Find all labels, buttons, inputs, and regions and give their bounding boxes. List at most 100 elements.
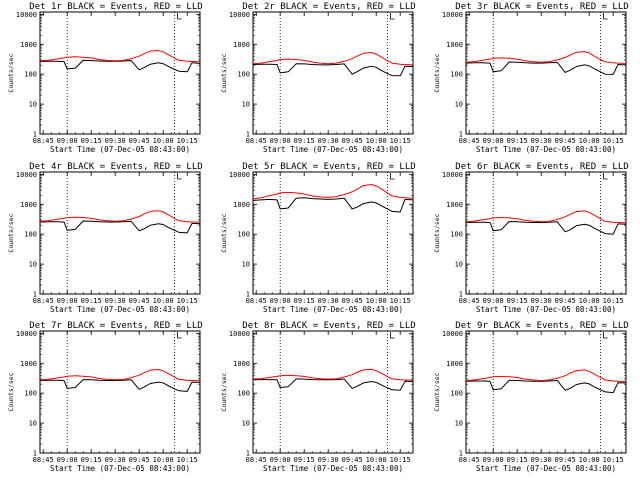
- x-tick-label: 09:15: [81, 456, 102, 464]
- marker-glyph: [603, 13, 608, 20]
- x-tick-label: 09:30: [531, 297, 552, 305]
- x-tick-label: 08:45: [33, 297, 54, 305]
- x-tick-label: 09:00: [483, 297, 504, 305]
- x-tick-label: 09:45: [342, 456, 363, 464]
- chart-title: Det 3r BLACK = Events, RED = LLD: [455, 2, 628, 12]
- y-tick-label: 100: [237, 71, 250, 79]
- lld-series-line: [465, 51, 627, 64]
- y-tick-label: 10: [242, 261, 250, 269]
- x-tick-label: 08:45: [459, 456, 480, 464]
- x-tick-label: 09:30: [318, 297, 339, 305]
- x-tick-label: 09:00: [483, 137, 504, 145]
- x-tick-label: 10:00: [153, 456, 174, 464]
- y-tick-label: 1000: [233, 41, 250, 49]
- x-axis-label: Start Time (07-Dec-05 08:43:00): [263, 145, 403, 154]
- chart-panel: Det 4r BLACK = Events, RED = LLD 1 10 100 10…: [7, 162, 203, 314]
- y-tick-label: 1: [33, 291, 37, 299]
- x-axis-label: Start Time (07-Dec-05 08:43:00): [263, 464, 403, 473]
- y-tick-label: 1: [459, 131, 463, 139]
- x-tick-label: 09:15: [294, 297, 315, 305]
- y-tick-label: 10000: [229, 330, 250, 338]
- marker-glyph: [177, 173, 182, 180]
- x-tick-label: 10:00: [366, 137, 387, 145]
- y-tick-label: 100: [24, 390, 37, 398]
- chart-title: Det 9r BLACK = Events, RED = LLD: [455, 321, 628, 331]
- lld-series-line: [465, 210, 627, 224]
- x-tick-label: 08:45: [246, 456, 267, 464]
- x-tick-label: 09:15: [507, 456, 528, 464]
- y-tick-label: 100: [450, 71, 463, 79]
- y-tick-label: 10: [455, 101, 463, 109]
- chart-panel: Det 5r BLACK = Events, RED = LLD 1 10 100 10…: [220, 162, 416, 314]
- x-tick-label: 09:15: [507, 137, 528, 145]
- marker-glyph: [390, 332, 395, 339]
- events-series-line: [39, 220, 201, 234]
- x-tick-label: 10:00: [153, 137, 174, 145]
- chart-panel: Det 7r BLACK = Events, RED = LLD 1 10 100 10…: [7, 321, 203, 473]
- lld-series-line: [465, 369, 627, 382]
- x-tick-label: 10:15: [603, 137, 624, 145]
- y-tick-label: 10000: [16, 330, 37, 338]
- x-tick-label: 09:30: [105, 456, 126, 464]
- chart-title: Det 4r BLACK = Events, RED = LLD: [29, 162, 202, 172]
- x-tick-label: 09:00: [483, 456, 504, 464]
- x-axis-label: Start Time (07-Dec-05 08:43:00): [476, 305, 616, 314]
- y-tick-label: 10000: [442, 11, 463, 19]
- y-tick-label: 1: [246, 131, 250, 139]
- x-tick-label: 09:45: [129, 456, 150, 464]
- x-tick-label: 09:30: [318, 137, 339, 145]
- y-tick-label: 100: [237, 390, 250, 398]
- x-tick-label: 09:45: [555, 137, 576, 145]
- x-axis-label: Start Time (07-Dec-05 08:43:00): [50, 145, 190, 154]
- x-axis-label: Start Time (07-Dec-05 08:43:00): [50, 305, 190, 314]
- x-tick-label: 09:45: [555, 456, 576, 464]
- y-tick-label: 1000: [446, 41, 463, 49]
- y-axis-label: Counts/sec: [433, 53, 441, 92]
- x-tick-label: 09:30: [531, 456, 552, 464]
- x-tick-label: 08:45: [246, 137, 267, 145]
- marker-glyph: [390, 13, 395, 20]
- plot-frame: [252, 11, 414, 135]
- chart-title: Det 6r BLACK = Events, RED = LLD: [455, 162, 628, 172]
- chart-title: Det 2r BLACK = Events, RED = LLD: [242, 2, 415, 12]
- events-series-line: [465, 379, 627, 394]
- x-axis-label: Start Time (07-Dec-05 08:43:00): [50, 464, 190, 473]
- lld-series-line: [39, 50, 201, 63]
- chart-title: Det 1r BLACK = Events, RED = LLD: [29, 2, 202, 12]
- events-series-line: [39, 59, 201, 73]
- x-tick-label: 10:15: [177, 456, 198, 464]
- events-series-line: [252, 378, 414, 391]
- y-tick-label: 100: [450, 231, 463, 239]
- y-tick-label: 10000: [229, 171, 250, 179]
- x-tick-label: 10:15: [177, 137, 198, 145]
- events-series-line: [252, 197, 414, 213]
- chart-panel: Det 8r BLACK = Events, RED = LLD 1 10 100 10…: [220, 321, 416, 473]
- y-axis-label: Counts/sec: [433, 213, 441, 252]
- plot-frame: [465, 11, 627, 135]
- plot-frame: [465, 171, 627, 295]
- x-tick-label: 09:45: [342, 297, 363, 305]
- x-tick-label: 09:15: [294, 137, 315, 145]
- x-tick-label: 10:00: [579, 137, 600, 145]
- chart-panel: Det 1r BLACK = Events, RED = LLD 1 10 100 10…: [7, 2, 203, 154]
- x-tick-label: 10:15: [177, 297, 198, 305]
- y-tick-label: 10: [455, 420, 463, 428]
- plot-frame: [39, 171, 201, 295]
- y-tick-label: 10: [455, 261, 463, 269]
- x-tick-label: 09:15: [507, 297, 528, 305]
- x-axis-label: Start Time (07-Dec-05 08:43:00): [476, 145, 616, 154]
- y-tick-label: 10: [29, 420, 37, 428]
- x-tick-label: 09:45: [555, 297, 576, 305]
- y-tick-label: 1: [33, 450, 37, 458]
- x-tick-label: 10:00: [579, 456, 600, 464]
- x-tick-label: 09:15: [81, 137, 102, 145]
- x-tick-label: 09:00: [270, 297, 291, 305]
- y-tick-label: 1: [459, 291, 463, 299]
- y-tick-label: 1: [246, 291, 250, 299]
- y-tick-label: 1000: [20, 360, 37, 368]
- chart-panel: Det 2r BLACK = Events, RED = LLD 1 10 100 10…: [220, 2, 416, 154]
- x-tick-label: 09:30: [318, 456, 339, 464]
- y-tick-label: 100: [24, 71, 37, 79]
- y-axis-label: Counts/sec: [7, 53, 15, 92]
